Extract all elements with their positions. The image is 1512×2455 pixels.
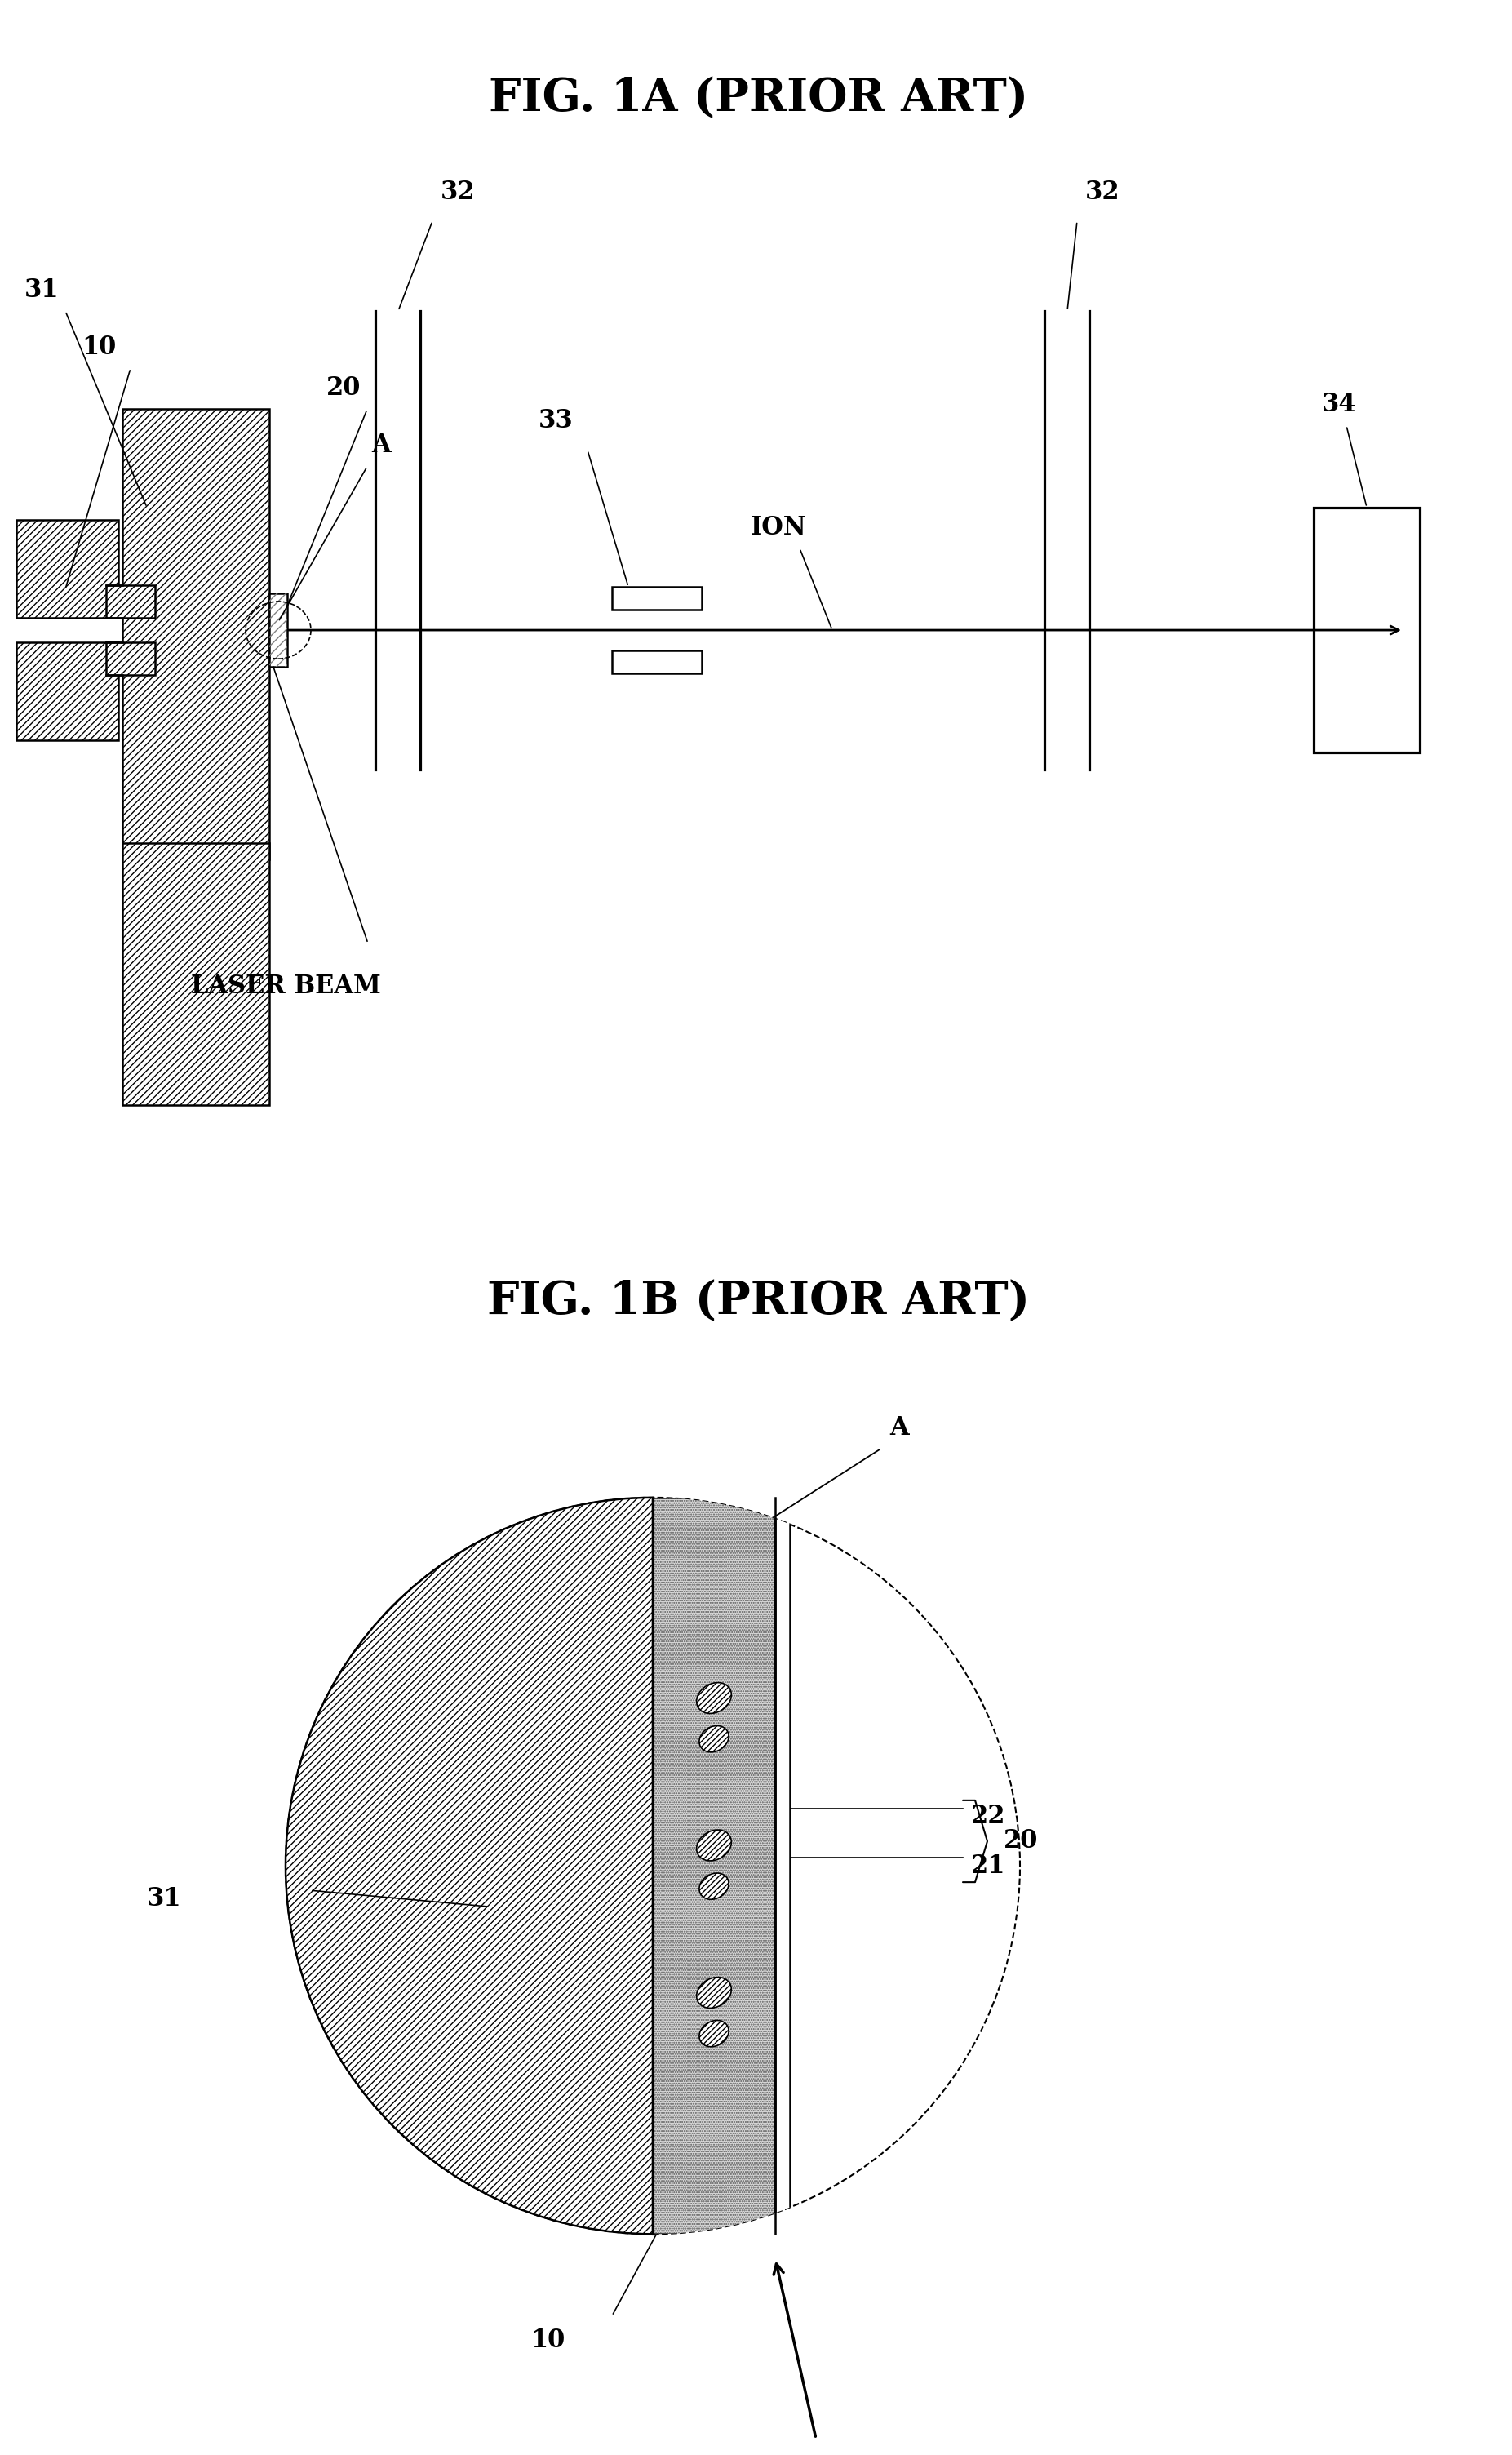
Text: 31: 31 <box>147 1885 181 1910</box>
Bar <box>106 584 156 619</box>
Bar <box>17 643 118 741</box>
Ellipse shape <box>697 1682 732 1714</box>
Text: 22: 22 <box>971 1804 1005 1829</box>
Text: 21: 21 <box>971 1854 1005 1878</box>
Bar <box>122 842 269 1105</box>
Wedge shape <box>286 1498 653 2234</box>
Ellipse shape <box>699 2020 729 2047</box>
Text: 31: 31 <box>24 277 59 302</box>
Bar <box>269 594 287 668</box>
Bar <box>269 594 287 668</box>
Bar <box>106 584 156 619</box>
Ellipse shape <box>699 1873 729 1900</box>
Bar <box>776 1498 789 2234</box>
Text: ION: ION <box>750 516 807 540</box>
Text: 33: 33 <box>538 408 573 435</box>
Text: FIG. 1B (PRIOR ART): FIG. 1B (PRIOR ART) <box>487 1279 1030 1323</box>
Bar <box>653 1498 776 2234</box>
Text: A: A <box>372 432 390 459</box>
Bar <box>106 643 156 675</box>
Bar <box>612 651 702 673</box>
Bar <box>17 643 118 741</box>
Bar <box>122 842 269 1105</box>
Bar <box>122 410 269 859</box>
Ellipse shape <box>697 1829 732 1861</box>
Bar <box>1314 508 1420 754</box>
Text: 34: 34 <box>1321 393 1356 417</box>
Bar <box>653 1498 776 2234</box>
Circle shape <box>286 1498 1021 2234</box>
Text: 20: 20 <box>327 376 361 400</box>
Text: A: A <box>889 1414 909 1441</box>
Bar <box>122 410 269 859</box>
Text: FIG. 1A (PRIOR ART): FIG. 1A (PRIOR ART) <box>488 76 1028 120</box>
Bar <box>17 520 118 619</box>
Bar <box>17 520 118 619</box>
Text: LASER BEAM: LASER BEAM <box>191 975 381 999</box>
Ellipse shape <box>697 1976 732 2008</box>
Ellipse shape <box>699 1726 729 1753</box>
Bar <box>612 587 702 609</box>
Text: 32: 32 <box>440 179 475 204</box>
Bar <box>106 643 156 675</box>
Text: 10: 10 <box>531 2327 565 2352</box>
Text: 32: 32 <box>1086 179 1120 204</box>
Text: 20: 20 <box>1004 1829 1039 1854</box>
Text: 10: 10 <box>82 334 116 361</box>
